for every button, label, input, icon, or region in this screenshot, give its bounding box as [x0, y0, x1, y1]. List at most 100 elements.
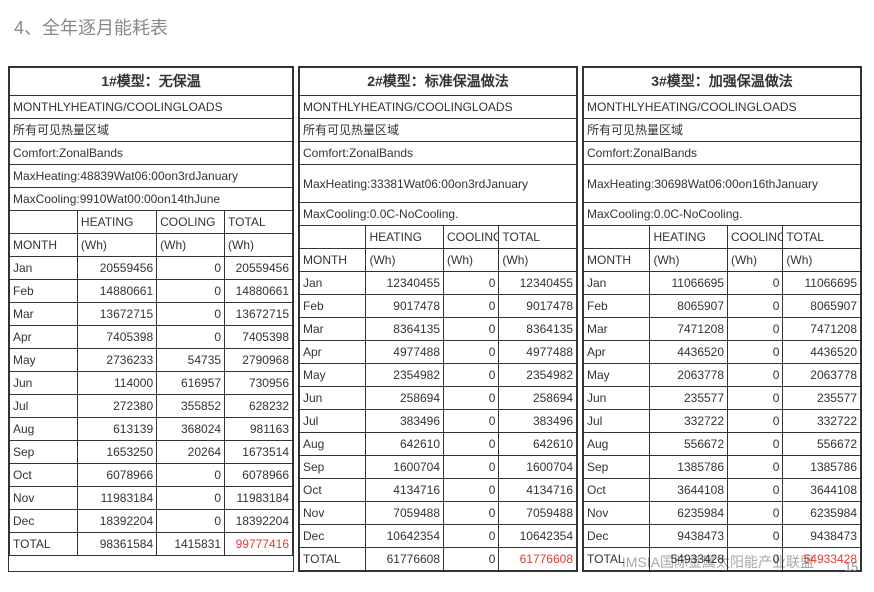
panel-3-bands: Comfort:ZonalBands	[584, 142, 861, 165]
table-3: 3#模型：加强保温做法 MONTHLYHEATING/COOLINGLOADS …	[583, 67, 861, 571]
row-value: 8364135	[499, 318, 577, 341]
row-value: 355852	[157, 395, 225, 418]
rows-1: Jan20559456020559456Feb14880661014880661…	[10, 257, 293, 556]
rows-3: Jan11066695011066695Feb806590708065907Ma…	[584, 272, 861, 571]
table-2: 2#模型：标准保温做法 MONTHLYHEATING/COOLINGLOADS …	[299, 67, 577, 571]
row-value: 4436520	[783, 341, 861, 364]
row-value: 235577	[650, 387, 728, 410]
row-value: 6235984	[650, 502, 728, 525]
table-row: May2736233547352790968	[10, 349, 293, 372]
row-value: 11066695	[650, 272, 728, 295]
row-value: 18392204	[77, 510, 156, 533]
row-value: 0	[157, 280, 225, 303]
panel-2: 2#模型：标准保温做法 MONTHLYHEATING/COOLINGLOADS …	[298, 66, 578, 572]
panel-2-loads: MONTHLYHEATING/COOLINGLOADS	[300, 96, 577, 119]
row-label: Dec	[10, 510, 78, 533]
row-value: 0	[728, 479, 783, 502]
row-value: 54933428	[650, 548, 728, 571]
row-label: May	[300, 364, 366, 387]
table-row: Jul3327220332722	[584, 410, 861, 433]
table-row: Oct413471604134716	[300, 479, 577, 502]
panel-1-maxheat: MaxHeating:48839Wat06:00on3rdJanuary	[10, 165, 293, 188]
col-blank	[584, 226, 650, 249]
row-value: 13672715	[77, 303, 156, 326]
col-month: MONTH	[584, 249, 650, 272]
unit: (Wh)	[157, 234, 225, 257]
table-row: Feb901747809017478	[300, 295, 577, 318]
row-value: 0	[728, 318, 783, 341]
row-value: 20264	[157, 441, 225, 464]
row-value: 0	[444, 456, 499, 479]
table-row: Mar747120807471208	[584, 318, 861, 341]
row-value: 642610	[499, 433, 577, 456]
row-value: 0	[444, 387, 499, 410]
row-value: 0	[728, 456, 783, 479]
table-row: Dec18392204018392204	[10, 510, 293, 533]
col-heating: HEATING	[650, 226, 728, 249]
row-value: 730956	[225, 372, 293, 395]
row-value: 0	[157, 487, 225, 510]
row-value: 0	[728, 525, 783, 548]
row-value: 368024	[157, 418, 225, 441]
row-value: 0	[444, 525, 499, 548]
panel-2-bands: Comfort:ZonalBands	[300, 142, 577, 165]
unit: (Wh)	[444, 249, 499, 272]
row-value: 4436520	[650, 341, 728, 364]
row-value: 11983184	[225, 487, 293, 510]
row-value: 0	[444, 502, 499, 525]
panel-3-zone: 所有可见热量区域	[584, 119, 861, 142]
table-row: TOTAL61776608061776608	[300, 548, 577, 571]
row-label: Mar	[300, 318, 366, 341]
row-value: 1653250	[77, 441, 156, 464]
unit: (Wh)	[783, 249, 861, 272]
row-value: 556672	[650, 433, 728, 456]
row-value: 1385786	[783, 456, 861, 479]
row-value: 61776608	[366, 548, 444, 571]
table-row: Jun2586940258694	[300, 387, 577, 410]
table-row: TOTAL54933428054933428	[584, 548, 861, 571]
panel-1: 1#模型：无保温 MONTHLYHEATING/COOLINGLOADS 所有可…	[8, 66, 294, 572]
table-row: Jan12340455012340455	[300, 272, 577, 295]
row-value: 0	[728, 272, 783, 295]
row-value: 258694	[499, 387, 577, 410]
row-value: 0	[444, 433, 499, 456]
table-row: May235498202354982	[300, 364, 577, 387]
row-value: 7059488	[499, 502, 577, 525]
row-value: 0	[728, 341, 783, 364]
row-label: May	[10, 349, 78, 372]
row-label: Apr	[300, 341, 366, 364]
table-row: Feb14880661014880661	[10, 280, 293, 303]
row-value: 12340455	[366, 272, 444, 295]
row-label: Jun	[10, 372, 78, 395]
row-value: 556672	[783, 433, 861, 456]
panel-3-title: 3#模型：加强保温做法	[584, 68, 861, 96]
table-row: Oct364410803644108	[584, 479, 861, 502]
row-value: 1600704	[366, 456, 444, 479]
row-value: 4977488	[499, 341, 577, 364]
table-row: Sep160070401600704	[300, 456, 577, 479]
row-value: 6235984	[783, 502, 861, 525]
col-total: TOTAL	[499, 226, 577, 249]
table-row: Jul3834960383496	[300, 410, 577, 433]
row-value: 0	[444, 410, 499, 433]
row-value: 0	[444, 272, 499, 295]
row-value: 0	[728, 502, 783, 525]
table-row: Nov705948807059488	[300, 502, 577, 525]
table-row: Mar13672715013672715	[10, 303, 293, 326]
row-label: Oct	[10, 464, 78, 487]
row-value: 1415831	[157, 533, 225, 556]
row-value: 4977488	[366, 341, 444, 364]
row-value: 20559456	[77, 257, 156, 280]
row-value: 14880661	[225, 280, 293, 303]
row-value: 0	[444, 548, 499, 571]
col-cooling: COOLING	[157, 211, 225, 234]
row-value: 4134716	[499, 479, 577, 502]
row-value: 0	[728, 410, 783, 433]
row-value: 0	[728, 295, 783, 318]
row-value: 9438473	[783, 525, 861, 548]
panel-3-maxheat: MaxHeating:30698Wat06:00on16thJanuary	[584, 165, 861, 203]
row-value: 114000	[77, 372, 156, 395]
row-value: 12340455	[499, 272, 577, 295]
row-label: TOTAL	[10, 533, 78, 556]
col-heating: HEATING	[366, 226, 444, 249]
